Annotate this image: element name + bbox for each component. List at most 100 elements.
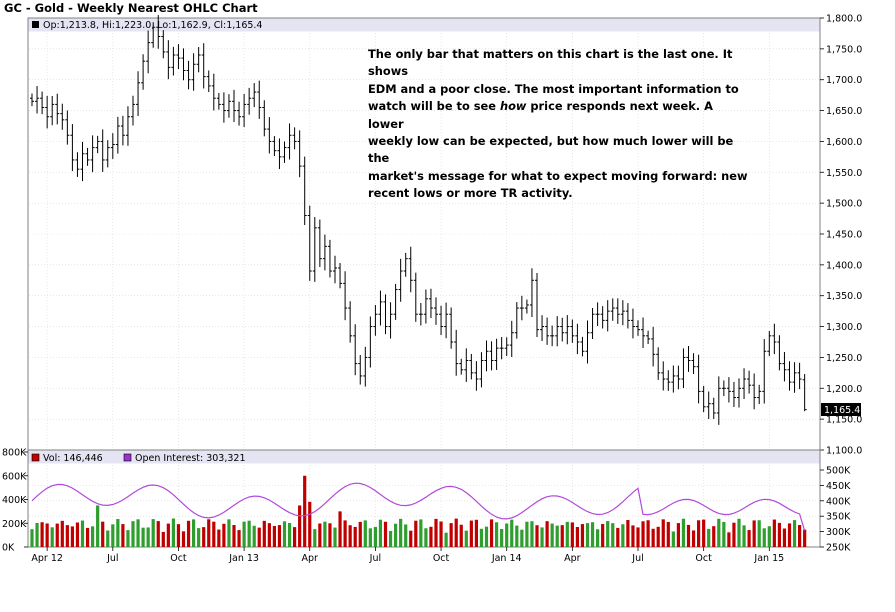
ohlc-bar	[358, 354, 363, 385]
volume-bar	[136, 519, 140, 547]
ohlc-bar	[509, 320, 514, 357]
volume-bar	[217, 529, 221, 547]
oi-tick-label: 450K	[826, 481, 851, 492]
ohlc-bar	[550, 325, 555, 347]
ohlc-bar	[418, 303, 423, 326]
ohlc-bar	[711, 397, 716, 419]
ohlc-bar	[742, 368, 747, 400]
ohlc-bar	[55, 93, 60, 125]
ohlc-bar	[474, 361, 479, 391]
volume-bar	[575, 527, 579, 547]
oi-legend-swatch	[123, 453, 132, 462]
price-tick-label: 1,300.0	[826, 322, 862, 333]
volume-bar	[641, 521, 645, 547]
ohlc-bar	[216, 92, 221, 110]
volume-bar	[535, 525, 539, 547]
volume-bar	[298, 505, 302, 547]
ohlc-bar	[625, 303, 630, 329]
ohlc-bar	[782, 351, 787, 382]
volume-bar	[348, 525, 352, 547]
volume-bar	[596, 529, 600, 547]
volume-bar	[727, 532, 731, 547]
ohlc-bar	[408, 246, 413, 293]
ohlc-bar	[40, 91, 45, 115]
volume-bar	[186, 520, 191, 547]
ohlc-bar	[70, 124, 75, 172]
ohlc-bar	[181, 48, 186, 81]
ohlc-bar	[247, 87, 252, 115]
price-tick-label: 1,650.0	[826, 106, 862, 117]
volume-tick-label: 400K	[2, 495, 27, 506]
ohlc-bar	[100, 129, 105, 172]
volume-bar	[697, 520, 701, 547]
ohlc-bar	[651, 326, 656, 367]
ohlc-bar	[514, 302, 519, 339]
volume-bar	[414, 520, 418, 547]
price-tick-label: 1,150.0	[826, 415, 862, 426]
date-tick-label: Jul	[631, 553, 643, 564]
volume-bar	[343, 520, 347, 547]
volume-bar	[106, 530, 110, 547]
volume-bar	[399, 518, 403, 547]
volume-bar	[656, 526, 660, 547]
date-axis: Apr 12 Jul Oct Jan 13 Apr Jul Oct Jan 14 Apr Jul O…	[31, 547, 784, 564]
ohlc-bar	[368, 316, 373, 368]
volume-bar	[394, 523, 398, 547]
volume-bar	[646, 520, 650, 547]
ohlc-bar	[398, 258, 403, 302]
volume-bar	[464, 530, 468, 547]
ohlc-bar	[716, 376, 721, 425]
volume-bar	[409, 530, 413, 547]
date-tick-label: Apr	[302, 553, 319, 564]
ohlc-bar	[434, 297, 438, 325]
ohlc-bar	[676, 365, 681, 390]
ohlc-bar	[545, 317, 550, 345]
volume-header-band	[28, 450, 820, 464]
ohlc-bar	[95, 135, 100, 154]
ohlc-bar	[211, 73, 216, 111]
ohlc-bar	[176, 44, 181, 70]
readout-marker-icon	[32, 21, 39, 28]
ohlc-bar	[737, 378, 741, 408]
ohlc-bar	[343, 271, 348, 321]
note-emphasis: how	[499, 99, 527, 114]
ohlc-bar	[590, 307, 595, 340]
volume-bar	[505, 523, 509, 547]
volume-bar	[540, 527, 544, 547]
volume-bar	[636, 527, 640, 547]
ohlc-bar	[565, 315, 570, 345]
ohlc-bar	[595, 302, 600, 327]
ohlc-bar	[484, 340, 489, 372]
volume-bar	[404, 524, 408, 547]
volume-bar	[803, 529, 807, 547]
ohlc-bar	[449, 307, 454, 349]
volume-bar	[308, 501, 312, 547]
ohlc-bar	[115, 116, 120, 154]
oi-tick-label: 250K	[826, 543, 851, 554]
volume-bar	[737, 518, 741, 547]
volume-bar	[111, 524, 115, 547]
volume-bars	[30, 475, 807, 547]
ohlc-bar	[378, 290, 383, 326]
volume-bar	[762, 528, 766, 547]
volume-bar	[686, 524, 691, 547]
ohlc-bar	[383, 294, 388, 335]
ohlc-bar	[706, 391, 711, 420]
ohlc-bar	[489, 341, 494, 371]
ohlc-bar	[333, 255, 337, 284]
ohlc-bar	[156, 15, 161, 49]
ohlc-bar	[221, 92, 226, 123]
volume-bar	[303, 475, 307, 547]
volume-bar	[429, 526, 433, 547]
volume-bar	[383, 521, 388, 547]
price-tick-label: 1,800.0	[826, 14, 862, 25]
ohlc-bar	[131, 95, 135, 126]
ohlc-bar	[540, 315, 545, 342]
volume-bar	[752, 520, 756, 547]
ohlc-bar	[136, 71, 141, 116]
volume-bar	[530, 521, 534, 547]
ohlc-bar	[35, 86, 40, 114]
price-tick-label: 1,100.0	[826, 446, 862, 457]
volume-bar	[197, 528, 201, 547]
ohlc-bar	[45, 95, 50, 129]
